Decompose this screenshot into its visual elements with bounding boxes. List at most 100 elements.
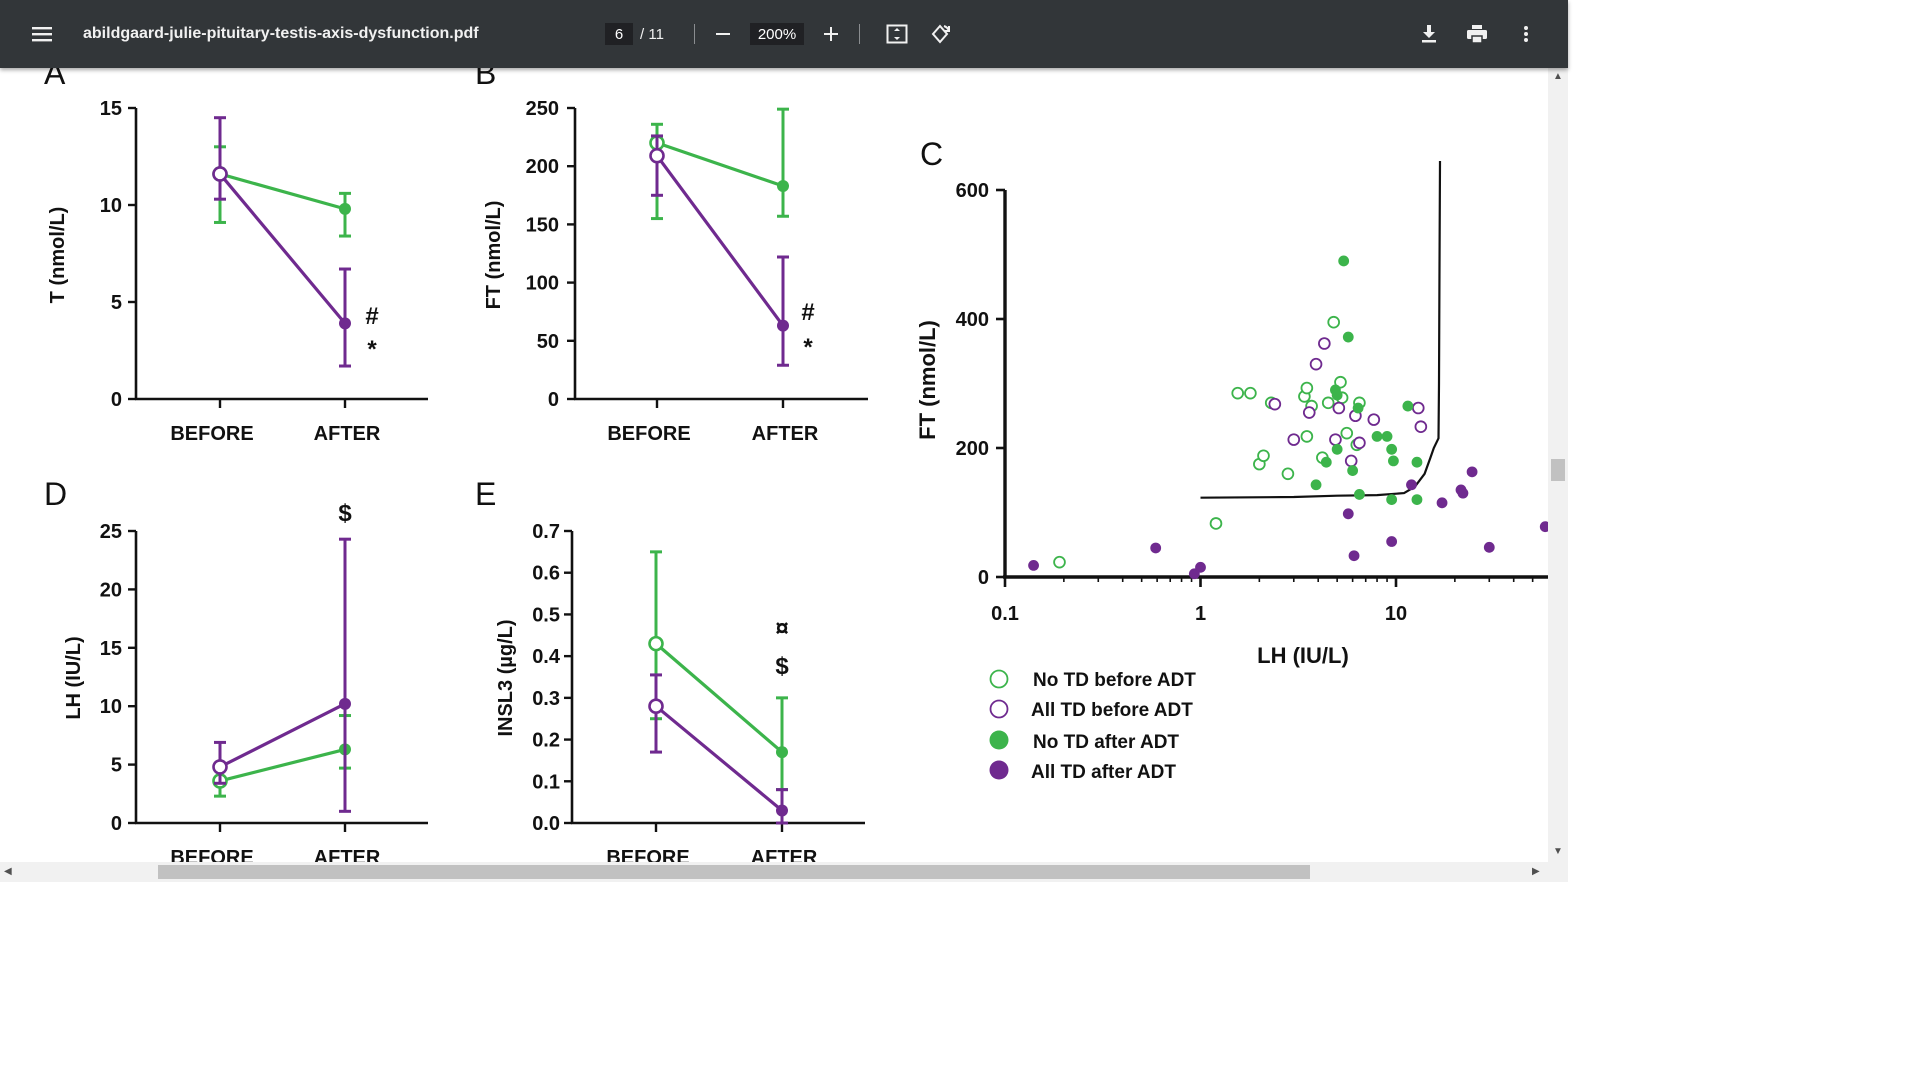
series-line (218, 172, 347, 325)
threshold-curve (1200, 160, 1442, 499)
data-point (776, 746, 788, 759)
y-axis-label: LH (IU/L) (63, 636, 85, 719)
significance-marker: * (803, 334, 813, 361)
series-line (654, 704, 784, 812)
significance-marker: # (801, 299, 814, 326)
data-point (339, 202, 351, 215)
panel-letter: A (44, 68, 66, 91)
scatter-point (1320, 456, 1332, 468)
scatter-point (1402, 400, 1414, 412)
significance-marker: $ (338, 500, 352, 527)
scatter-point (1371, 430, 1383, 442)
panel-letter: D (44, 476, 67, 512)
y-tick-label: 0.3 (532, 688, 560, 710)
panel-a: A T (nmol/L) 0 5 10 15 BEFORE AFTER # * (44, 68, 428, 445)
scatter-point (1411, 494, 1423, 505)
y-tick-label: 25 (100, 521, 122, 543)
data-point (648, 635, 664, 652)
scatter-point (1406, 479, 1417, 491)
data-point (339, 697, 351, 710)
y-tick-label: 10 (100, 195, 122, 217)
rotate-icon[interactable] (925, 0, 955, 68)
panel-e: E INSL3 (µg/L) 0.0 0.1 0.2 0.3 0.4 0.5 0.6 0.7 B… (475, 476, 865, 862)
y-tick-label: 0.0 (532, 813, 560, 835)
y-tick-label: 150 (526, 214, 559, 236)
scroll-right-icon[interactable]: ▶ (1532, 866, 1540, 877)
x-tick-label: BEFORE (606, 847, 689, 862)
scatter-point (1244, 386, 1257, 400)
significance-marker: # (365, 303, 378, 330)
scatter-point (1342, 331, 1354, 343)
scatter-point (1338, 255, 1350, 267)
scatter-point (1327, 315, 1340, 329)
y-tick-label: 200 (956, 438, 989, 460)
legend-label: All TD before ADT (1031, 700, 1193, 721)
series-line (654, 642, 784, 754)
zoom-in-icon[interactable] (816, 0, 846, 68)
scatter-point (1342, 508, 1354, 520)
scatter-point (1257, 449, 1270, 463)
y-tick-label: 0.2 (532, 730, 560, 752)
x-tick-label: BEFORE (607, 423, 690, 445)
data-point (648, 698, 664, 715)
scatter-point (1483, 541, 1495, 553)
pdf-toolbar: abildgaard-julie-pituitary-testis-axis-d… (0, 0, 1568, 68)
scatter-point (1331, 389, 1343, 401)
scroll-left-icon[interactable]: ◀ (4, 866, 12, 877)
scatter-point (1340, 426, 1354, 440)
x-tick-label: BEFORE (170, 423, 253, 445)
horizontal-scroll-thumb[interactable] (158, 865, 1310, 879)
data-point (649, 147, 665, 164)
page-total: / 11 (640, 25, 664, 43)
significance-marker: * (367, 336, 377, 363)
scatter-point (1347, 465, 1359, 476)
zoom-out-icon[interactable] (708, 0, 738, 68)
download-icon[interactable] (1414, 0, 1444, 68)
scatter-point (1367, 413, 1381, 426)
y-tick-label: 100 (526, 273, 559, 295)
zoom-level-input[interactable]: 200% (750, 23, 804, 45)
scatter-point (1318, 337, 1331, 350)
scatter-point (1329, 433, 1342, 446)
y-tick-label: 0 (111, 813, 122, 835)
data-point (212, 759, 228, 775)
scatter-point (1302, 406, 1316, 419)
x-axis-label: LH (IU/L) (1257, 643, 1349, 668)
y-tick-label: 0 (111, 389, 122, 411)
scatter-point (1386, 536, 1398, 547)
pdf-page: A T (nmol/L) 0 5 10 15 BEFORE AFTER # * B FT (n… (0, 68, 1548, 862)
more-icon[interactable] (1512, 0, 1540, 68)
y-tick-label: 200 (526, 156, 559, 178)
panel-letter: E (475, 476, 496, 512)
y-axis-label: FT (nmol/L) (915, 320, 940, 440)
legend: No TD before ADT All TD before ADT No TD… (989, 669, 1196, 783)
scatter-point (1321, 396, 1335, 410)
scatter-point (1386, 443, 1398, 455)
page-number-input[interactable]: 6 (605, 23, 633, 45)
y-tick-label: 15 (100, 638, 122, 660)
legend-label: No TD before ADT (1033, 670, 1196, 691)
scroll-down-icon[interactable]: ▼ (1553, 846, 1563, 857)
scatter-point (1331, 443, 1343, 455)
y-tick-label: 0 (548, 389, 559, 411)
scroll-up-icon[interactable]: ▲ (1553, 71, 1563, 82)
vertical-scroll-thumb[interactable] (1551, 459, 1565, 481)
y-tick-label: 0.6 (532, 563, 560, 585)
legend-marker (989, 760, 1009, 780)
series-line (656, 141, 784, 188)
y-tick-label: 0 (978, 567, 989, 589)
horizontal-scrollbar[interactable]: ◀ ▶ (0, 862, 1548, 882)
scatter-point (1539, 521, 1548, 533)
menu-icon[interactable] (22, 0, 62, 68)
scatter-point (1344, 454, 1358, 468)
x-tick-label: 1 (1195, 603, 1206, 625)
scatter-point (1334, 375, 1347, 389)
vertical-scrollbar[interactable]: ▲ ▼ (1548, 68, 1568, 862)
y-tick-label: 20 (100, 579, 122, 601)
scatter-point (1348, 550, 1360, 562)
fit-page-icon[interactable] (880, 0, 914, 68)
x-tick-label: 0.1 (991, 603, 1019, 625)
scatter-point (1300, 381, 1314, 395)
print-icon[interactable] (1462, 0, 1492, 68)
